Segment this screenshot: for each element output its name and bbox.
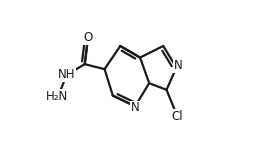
Text: NH: NH xyxy=(58,68,75,81)
Text: O: O xyxy=(83,31,93,44)
Text: N: N xyxy=(131,101,139,114)
Text: H₂N: H₂N xyxy=(46,90,69,103)
Text: Cl: Cl xyxy=(171,110,183,123)
Text: N: N xyxy=(174,59,182,72)
